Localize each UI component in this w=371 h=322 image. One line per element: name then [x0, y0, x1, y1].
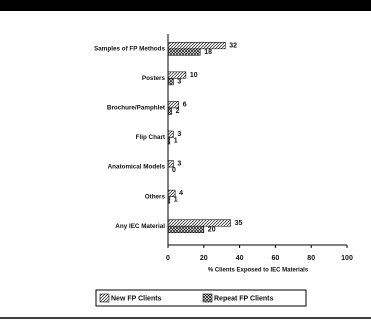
x-tick-label: 0 — [166, 255, 170, 262]
data-label: 1 — [174, 138, 178, 145]
bar — [167, 107, 172, 115]
bar — [167, 78, 174, 86]
data-label: 0 — [172, 167, 176, 174]
bar — [167, 137, 171, 145]
y-tick-label: Brochure/Pamphlet — [107, 105, 166, 112]
x-tick-label: 40 — [236, 255, 244, 262]
y-tick-label: Others — [145, 193, 166, 200]
bar — [167, 130, 174, 138]
x-tick-label: 60 — [272, 255, 280, 262]
legend-swatch — [202, 293, 213, 303]
legend-swatch — [99, 293, 110, 303]
data-label: 10 — [190, 72, 198, 79]
x-tick-label: 80 — [307, 255, 315, 262]
bar — [167, 225, 205, 234]
data-label: 3 — [177, 131, 181, 138]
data-label: 6 — [183, 102, 187, 109]
bar — [167, 160, 174, 168]
data-label: 3 — [177, 161, 181, 168]
y-tick-label: Flip Chart — [136, 134, 166, 141]
data-label: 32 — [229, 42, 237, 49]
y-tick-label: Posters — [142, 75, 166, 82]
bar — [167, 219, 231, 227]
legend-label: New FP Clients — [111, 295, 162, 302]
x-tick-label: 20 — [200, 255, 208, 262]
bar — [167, 71, 187, 79]
bar — [167, 41, 226, 50]
y-tick-label: Any IEC Material — [115, 223, 165, 230]
top-band — [0, 0, 371, 11]
x-tick-label: 100 — [341, 255, 353, 262]
data-label: 1 — [174, 197, 178, 204]
legend-label: Repeat FP Clients — [214, 295, 273, 302]
data-label: 3 — [177, 78, 181, 85]
x-axis-label: % Clients Exposed to IEC Materials — [208, 268, 309, 274]
data-label: 18 — [204, 49, 212, 56]
bar — [167, 48, 201, 56]
data-label: 2 — [176, 108, 180, 115]
legend-box — [95, 289, 307, 307]
data-label: 20 — [208, 226, 216, 233]
bar — [167, 196, 171, 204]
data-label: 35 — [235, 220, 243, 227]
data-label: 4 — [179, 190, 183, 197]
y-tick-label: Samples of FP Methods — [94, 45, 165, 52]
bar — [167, 101, 180, 109]
y-tick-label: Anatomical Models — [108, 164, 166, 171]
bar — [167, 189, 176, 197]
